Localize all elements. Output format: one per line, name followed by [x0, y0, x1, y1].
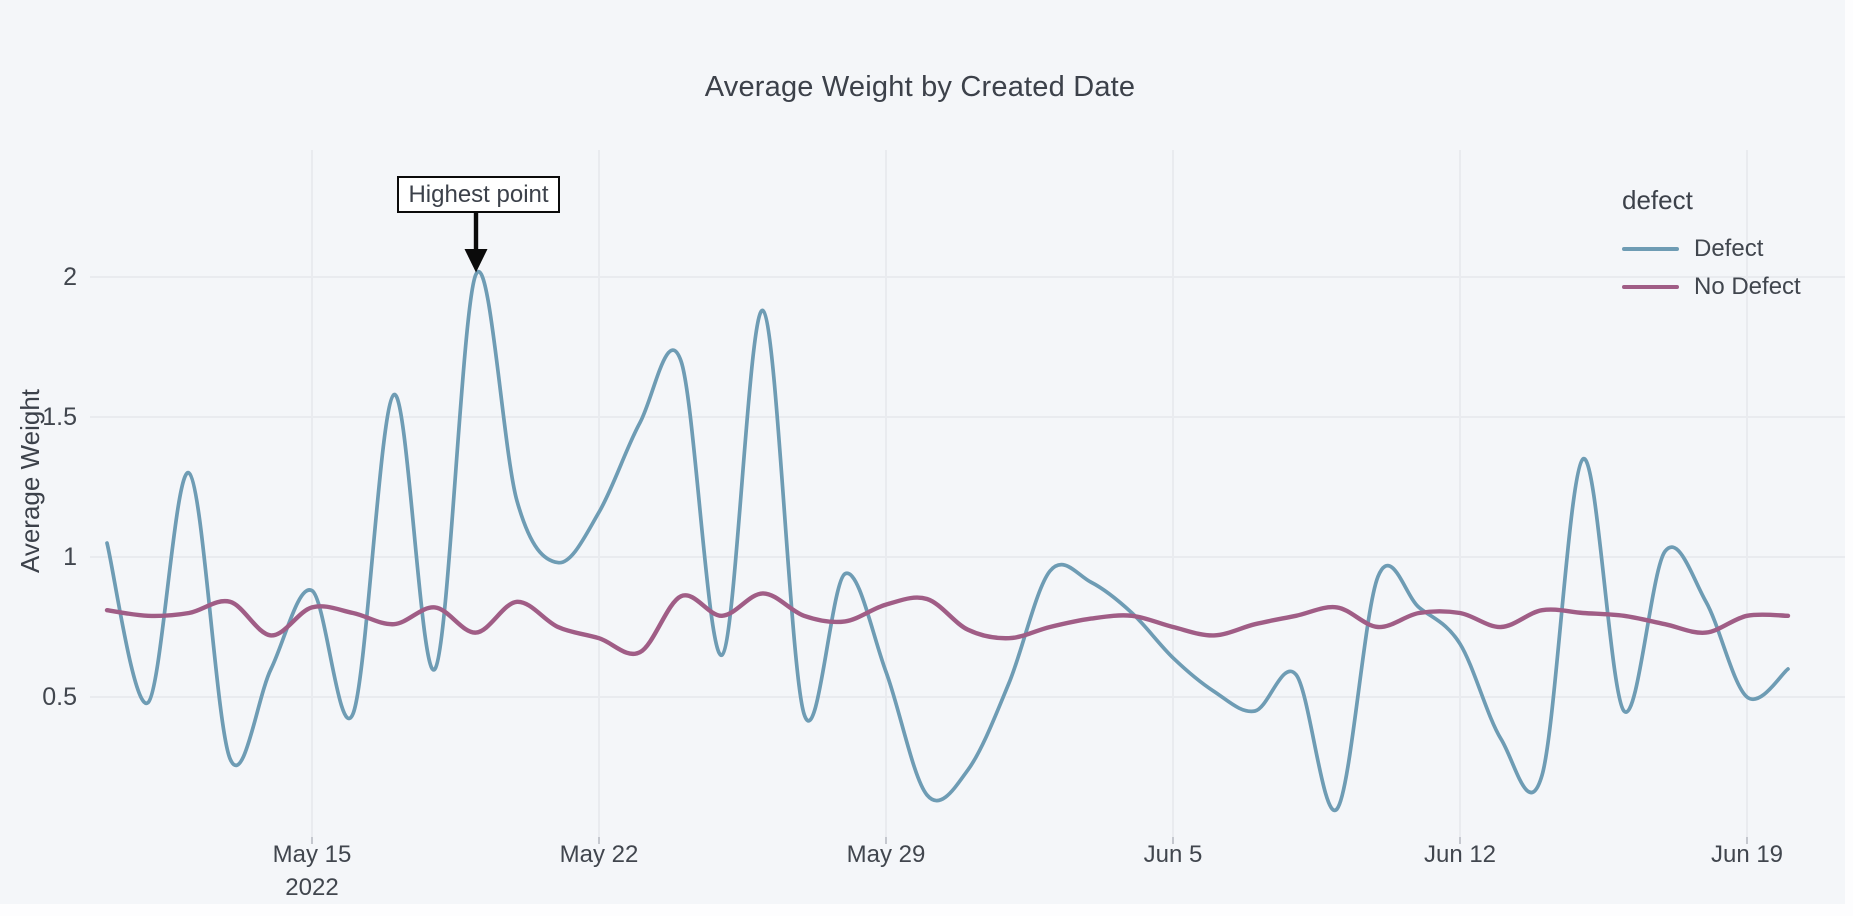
bottom-edge-strip	[0, 904, 1853, 916]
x-tick-label: May 29	[846, 841, 926, 868]
y-tick-label: 1.5	[42, 403, 77, 431]
legend-line-icon	[1622, 247, 1679, 251]
y-axis-title: Average Weight	[15, 388, 45, 574]
legend-entry-label: Defect	[1694, 235, 1764, 262]
series-line-defect	[105, 269, 1790, 813]
chart-title: Average Weight by Created Date	[704, 71, 1136, 103]
legend-entry-no-defect: No Defect	[1622, 268, 1801, 306]
x-tick-label: Jun 5	[1143, 841, 1203, 868]
legend-title: defect	[1622, 185, 1693, 215]
x-tick-label: May 22	[559, 841, 639, 868]
legend-line-icon	[1622, 285, 1679, 289]
gridlines	[90, 150, 1845, 837]
x-year-label: 2022	[285, 874, 339, 901]
series-lines	[104, 269, 1791, 813]
right-edge-strip	[1845, 0, 1853, 916]
legend-entry-label: No Defect	[1694, 273, 1801, 300]
legend: defect Defect No Defect	[1622, 185, 1801, 306]
annotation-highest-point: Highest point	[397, 176, 560, 213]
x-tick-label: May 15	[272, 841, 352, 868]
annotation-arrow	[464, 211, 488, 273]
x-tick-label: Jun 19	[1710, 841, 1784, 868]
y-tick-label: 0.5	[42, 683, 77, 711]
y-tick-label: 2	[63, 263, 77, 291]
series-line-no-defect	[104, 591, 1791, 656]
y-tick-label: 1	[63, 543, 77, 571]
x-tick-label: Jun 12	[1423, 841, 1497, 868]
legend-entry-defect: Defect	[1622, 230, 1801, 268]
annotation-text: Highest point	[408, 180, 549, 208]
axis-tick-marks	[311, 837, 1748, 844]
